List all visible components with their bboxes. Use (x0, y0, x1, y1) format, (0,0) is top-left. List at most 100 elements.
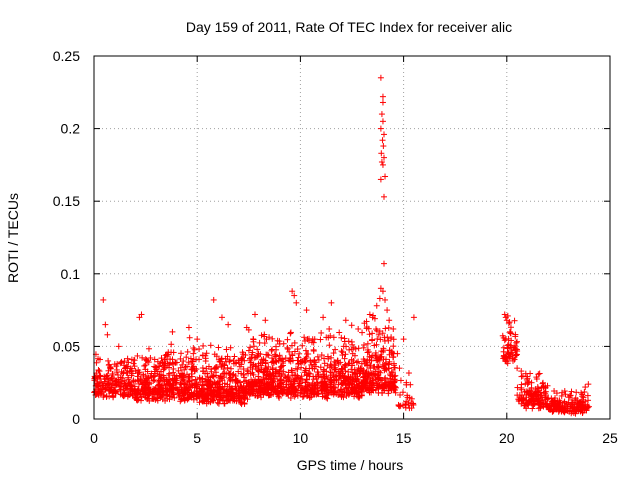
data-point (532, 392, 539, 399)
data-point (165, 372, 172, 379)
data-point (307, 357, 314, 364)
data-point (501, 311, 508, 318)
data-point (408, 395, 415, 402)
data-point (122, 385, 129, 392)
data-point (189, 358, 196, 365)
data-point (312, 382, 319, 389)
data-point (247, 344, 254, 351)
chart-title: Day 159 of 2011, Rate Of TEC Index for r… (186, 19, 512, 35)
data-point (391, 362, 398, 369)
data-point (196, 346, 203, 353)
data-point (380, 143, 387, 150)
data-point (295, 354, 302, 361)
data-point (144, 375, 151, 382)
data-point (249, 366, 256, 373)
data-point (379, 288, 386, 295)
data-point (540, 389, 547, 396)
data-point (289, 382, 296, 389)
data-point (537, 399, 544, 406)
data-point (310, 373, 317, 380)
data-point (142, 361, 149, 368)
data-point (117, 380, 124, 387)
data-point (222, 394, 229, 401)
data-point (283, 384, 290, 391)
data-point (338, 348, 345, 355)
data-point (184, 348, 191, 355)
data-point (528, 384, 535, 391)
data-point (214, 399, 221, 406)
data-point (221, 370, 228, 377)
data-point (366, 361, 373, 368)
data-point (293, 299, 300, 306)
data-point (375, 382, 382, 389)
data-point (254, 393, 261, 400)
data-point (394, 350, 401, 357)
data-point (196, 385, 203, 392)
data-point (405, 399, 412, 406)
data-point (332, 346, 339, 353)
data-point (400, 336, 407, 343)
data-point (558, 408, 565, 415)
data-point (274, 384, 281, 391)
data-point (369, 336, 376, 343)
data-point (295, 360, 302, 367)
data-point (139, 379, 146, 386)
data-point (195, 392, 202, 399)
data-point (310, 348, 317, 355)
data-point (332, 364, 339, 371)
data-point (131, 363, 138, 370)
data-point (584, 392, 591, 399)
data-point (291, 378, 298, 385)
data-point (134, 373, 141, 380)
y-tick-label: 0.2 (61, 121, 81, 137)
data-point (327, 361, 334, 368)
data-point (210, 397, 217, 404)
data-point (192, 382, 199, 389)
data-point (348, 322, 355, 329)
data-point (324, 353, 331, 360)
data-point (254, 352, 261, 359)
data-point (134, 391, 141, 398)
data-point (304, 388, 311, 395)
data-point (302, 347, 309, 354)
data-point (545, 395, 552, 402)
data-point (370, 381, 377, 388)
data-point (235, 368, 242, 375)
data-point (327, 378, 334, 385)
data-point (314, 390, 321, 397)
data-point (94, 381, 101, 388)
data-point (314, 353, 321, 360)
data-point (326, 342, 333, 349)
data-point (315, 372, 322, 379)
data-point (502, 336, 509, 343)
data-point (163, 381, 170, 388)
data-point (113, 377, 120, 384)
data-point (385, 324, 392, 331)
data-point (152, 372, 159, 379)
data-point (227, 377, 234, 384)
data-point (366, 311, 373, 318)
data-point (213, 353, 220, 360)
data-point (217, 358, 224, 365)
data-point (289, 357, 296, 364)
data-point (171, 377, 178, 384)
data-point (562, 391, 569, 398)
data-point (343, 385, 350, 392)
data-point (291, 339, 298, 346)
data-point (318, 352, 325, 359)
data-point (230, 360, 237, 367)
data-point (569, 402, 576, 409)
data-point (403, 381, 410, 388)
data-point (231, 353, 238, 360)
data-point (218, 314, 225, 321)
data-point (342, 317, 349, 324)
data-point (244, 367, 251, 374)
data-point (327, 369, 334, 376)
data-point (168, 341, 175, 348)
data-point (240, 382, 247, 389)
data-point (152, 385, 159, 392)
data-point (307, 370, 314, 377)
x-axis-label: GPS time / hours (297, 457, 404, 473)
data-point (200, 342, 207, 349)
data-point (247, 370, 254, 377)
